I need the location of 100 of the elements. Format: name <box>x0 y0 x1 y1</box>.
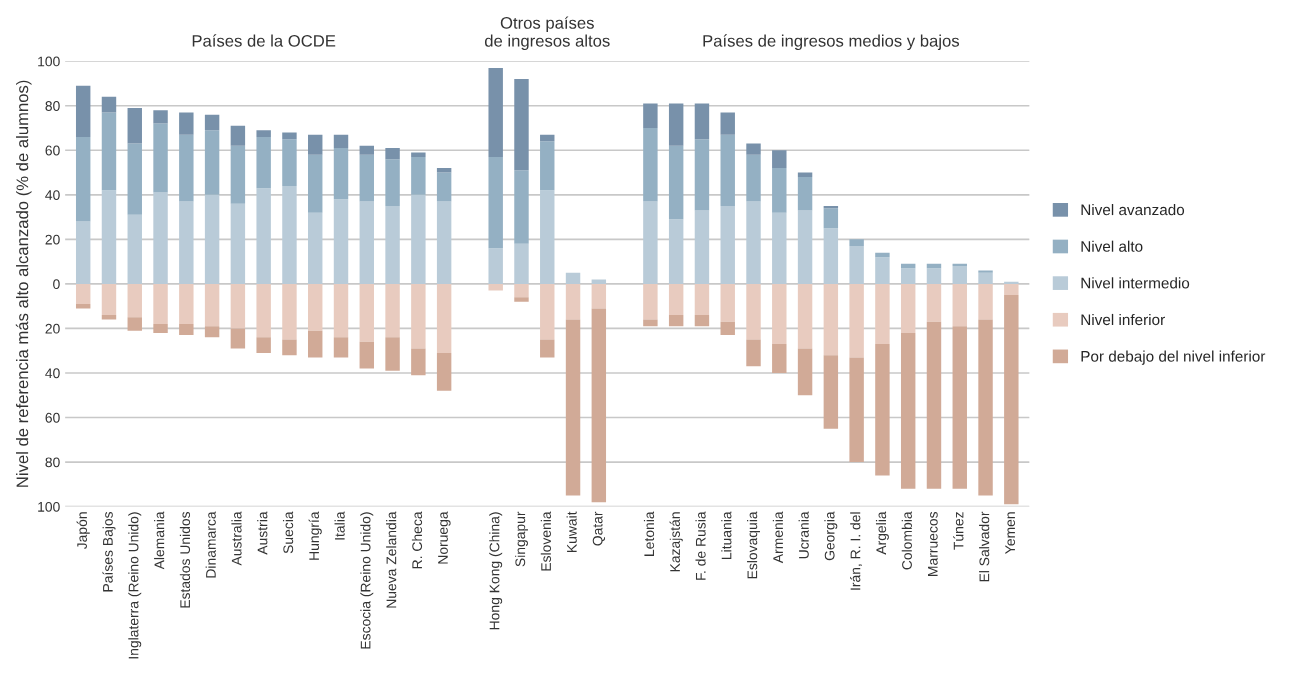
bar <box>694 315 710 327</box>
bar <box>359 283 375 342</box>
bar <box>720 205 735 284</box>
y-tick-label: 40 <box>45 368 60 379</box>
bar <box>179 283 194 324</box>
y-tick-label: 20 <box>45 323 60 334</box>
bar <box>179 201 194 284</box>
bar <box>204 130 220 195</box>
legend-label: Nivel alto <box>1081 240 1143 252</box>
bar <box>797 348 813 396</box>
bar <box>179 112 194 135</box>
bar <box>823 355 839 429</box>
x-tick-label: Kuwait <box>566 511 577 553</box>
bar <box>101 283 117 316</box>
bar <box>385 205 400 284</box>
bar <box>127 283 142 318</box>
bar <box>101 96 117 113</box>
y-tick-label: 100 <box>38 501 60 512</box>
x-tick-label: Letonia <box>643 511 655 556</box>
text: Países de la OCDE <box>192 34 336 47</box>
bar <box>978 270 993 273</box>
x-tick-label: Georgia <box>824 511 838 561</box>
bar <box>797 283 813 349</box>
bar <box>591 279 607 284</box>
bar <box>127 317 142 331</box>
bar <box>591 283 607 309</box>
bar <box>875 257 890 284</box>
bar <box>411 152 426 157</box>
x-tick-label: Irán, R. I. del <box>850 512 862 590</box>
x-tick-label: Nueva Zelandia <box>386 511 397 608</box>
bar <box>565 319 581 496</box>
x-tick-label: El Salvador <box>979 511 990 582</box>
bar <box>153 110 168 124</box>
bar <box>978 283 993 320</box>
legend-label: Nivel intermedio <box>1081 277 1190 289</box>
bar <box>230 328 246 349</box>
y-axis-title: Nivel de referencia más alto alcanzado (% de alumnos) <box>15 80 32 487</box>
bar <box>230 203 246 284</box>
bar <box>514 243 529 284</box>
bar <box>153 323 168 333</box>
bar <box>308 283 323 331</box>
bar <box>952 283 967 327</box>
bar <box>101 112 117 191</box>
bar <box>230 145 246 204</box>
bar <box>643 128 658 202</box>
bar <box>668 145 684 220</box>
x-tick-label: Hungría <box>308 511 322 560</box>
bar <box>514 283 529 298</box>
bar <box>282 283 297 340</box>
x-tick-label: Hong Kong (China) <box>489 512 503 630</box>
bar <box>746 154 761 202</box>
bar <box>1004 283 1019 296</box>
bar <box>797 210 813 284</box>
bar <box>746 339 761 367</box>
bar <box>540 141 555 191</box>
bar <box>668 283 684 316</box>
x-tick-label: Suecia <box>282 511 294 554</box>
bar <box>256 337 271 353</box>
bar <box>772 168 787 213</box>
bar <box>720 283 735 322</box>
y-tick-label: 80 <box>45 457 60 468</box>
bar <box>591 308 607 503</box>
x-tick-label: Marruecos <box>928 511 938 576</box>
bar <box>694 103 710 140</box>
bar <box>230 283 246 329</box>
x-tick-label: Colombia <box>901 511 912 570</box>
text: Países de ingresos medios y bajos <box>703 34 960 51</box>
bar <box>75 221 91 284</box>
bar <box>411 348 426 376</box>
x-tick-label: Ucrania <box>798 511 809 559</box>
bar <box>823 208 839 229</box>
bar <box>282 139 297 186</box>
bar <box>75 136 91 222</box>
bar <box>179 323 194 336</box>
x-tick-label: Túnez <box>953 512 964 550</box>
x-tick-label: Países Bajos <box>102 511 116 592</box>
bar <box>385 283 400 338</box>
bar <box>797 177 813 211</box>
x-tick-label: Eslovaquia <box>747 511 760 579</box>
y-tick-label: 40 <box>45 190 60 200</box>
bar <box>256 283 271 338</box>
bar <box>75 85 91 137</box>
bar <box>359 201 375 284</box>
bar <box>333 199 349 284</box>
bar <box>333 148 349 200</box>
x-tick-label: Escocia (Reino Unido) <box>360 512 374 649</box>
bar <box>488 248 503 284</box>
bar <box>256 136 271 189</box>
bar <box>514 297 529 302</box>
x-tick-label: Lituania <box>721 511 732 559</box>
bar <box>385 337 400 371</box>
x-tick-label: F. de Rusia <box>695 511 706 580</box>
y-tick-label: 0 <box>53 279 60 290</box>
bar <box>127 214 142 284</box>
bar <box>875 252 890 258</box>
bar <box>668 103 684 146</box>
bar <box>436 352 452 391</box>
bar <box>540 190 555 284</box>
x-tick-label: Estados Unidos <box>179 511 191 608</box>
x-tick-label: Argelia <box>875 511 889 555</box>
